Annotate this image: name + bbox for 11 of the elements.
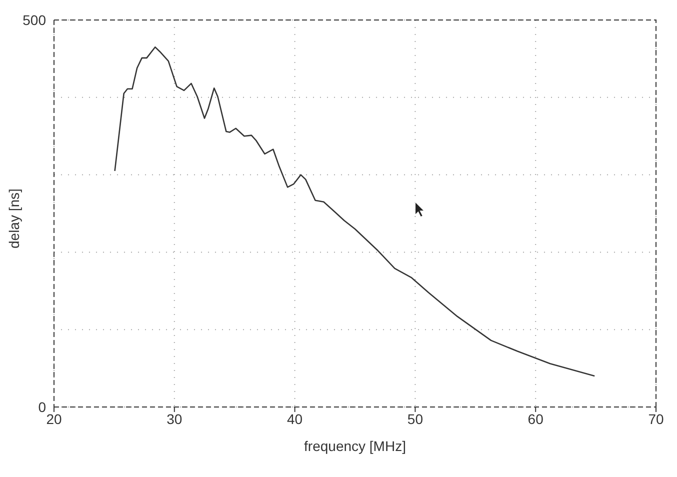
x-tick-label: 20 [46,410,62,427]
y-tick-label: 500 [22,12,46,28]
x-tick-label: 40 [287,410,303,427]
x-tick-label: 50 [407,410,424,427]
x-axis-title: frequency [MHz] [304,438,406,454]
y-axis-title: delay [ns] [6,188,22,248]
x-tick-label: 60 [528,410,544,427]
x-tick-label: 30 [166,410,182,427]
x-tick-label: 70 [648,410,664,427]
y-tick-label: 0 [38,398,46,415]
line-series [114,46,596,377]
